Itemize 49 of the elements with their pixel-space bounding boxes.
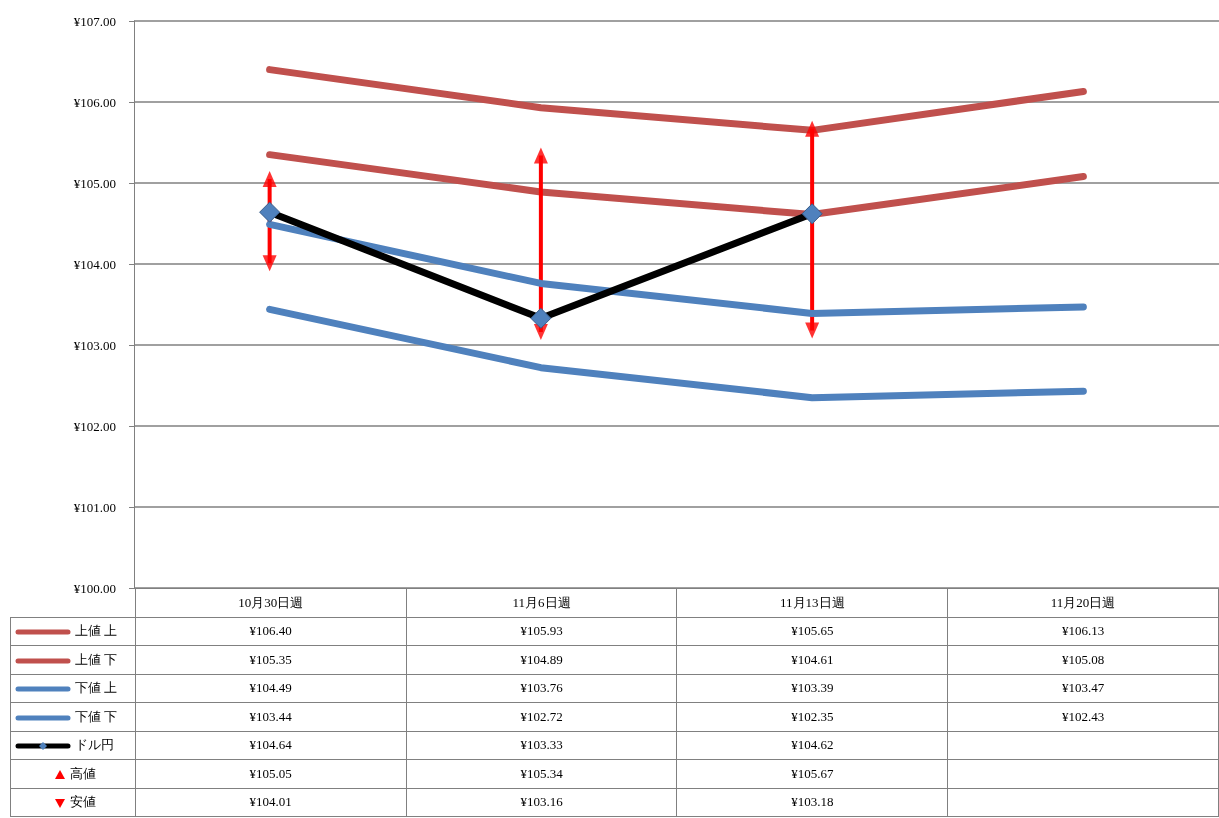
data-label: ¥104.61: [676, 645, 948, 674]
y-tick-label: ¥102.00: [73, 418, 116, 434]
x-tick-label: 11月20日週: [947, 588, 1219, 617]
data-label: ¥103.47: [947, 674, 1219, 703]
point: [262, 255, 277, 272]
legend-label: 上値 下: [10, 645, 136, 674]
data-label: ¥103.18: [676, 788, 948, 817]
y-tick-label: ¥101.00: [73, 499, 116, 515]
point: [262, 170, 277, 187]
data-label: ¥105.65: [676, 617, 948, 646]
data-label: ¥105.08: [947, 645, 1219, 674]
data-label: ¥103.39: [676, 674, 948, 703]
point: [805, 120, 820, 137]
legend-label: 上値 上: [10, 617, 136, 646]
y-tick-label: ¥106.00: [73, 94, 116, 110]
data-label: ¥102.35: [676, 702, 948, 731]
data-label: ¥104.62: [676, 731, 948, 760]
data-label: ¥104.49: [135, 674, 407, 703]
data-label: ¥103.16: [406, 788, 677, 817]
data-label: ¥102.72: [406, 702, 677, 731]
x-tick-label: 10月30日週: [135, 588, 407, 617]
legend-label: 下値 下: [10, 702, 136, 731]
data-label: ¥104.01: [135, 788, 407, 817]
point: [805, 322, 820, 339]
data-label: ¥105.35: [135, 645, 407, 674]
legend-label: 下値 上: [10, 674, 136, 703]
data-label: ¥105.05: [135, 759, 407, 788]
legend-label: 安値: [10, 788, 136, 817]
y-tick-label: ¥105.00: [73, 175, 116, 191]
y-tick-label: ¥100.00: [73, 580, 116, 596]
x-tick-label: 11月6日週: [406, 588, 677, 617]
legend-label: 高値: [10, 759, 136, 788]
data-label: ¥102.43: [947, 702, 1219, 731]
y-tick-label: ¥103.00: [73, 337, 116, 353]
data-label: ¥105.34: [406, 759, 677, 788]
data-label: ¥103.44: [135, 702, 407, 731]
data-label: ¥103.33: [406, 731, 677, 760]
data-label: ¥105.67: [676, 759, 948, 788]
legend-label: ドル円: [10, 731, 136, 760]
data-label: ¥106.40: [135, 617, 407, 646]
y-tick-label: ¥104.00: [73, 256, 116, 272]
data-label: ¥103.76: [406, 674, 677, 703]
data-label: ¥104.89: [406, 645, 677, 674]
y-tick-label: ¥107.00: [73, 13, 116, 29]
data-label: ¥104.64: [135, 731, 407, 760]
data-label: ¥106.13: [947, 617, 1219, 646]
point: [533, 147, 548, 164]
data-label: ¥105.93: [406, 617, 677, 646]
x-tick-label: 11月13日週: [676, 588, 948, 617]
